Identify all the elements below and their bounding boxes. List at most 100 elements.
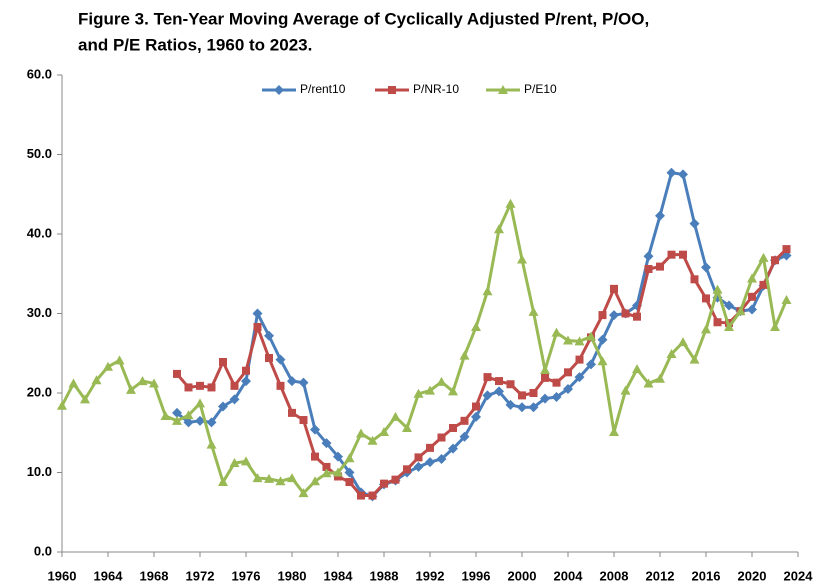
marker [436, 453, 447, 464]
marker [426, 443, 434, 452]
marker [425, 385, 435, 395]
marker [528, 306, 539, 316]
marker [689, 354, 700, 364]
legend-marker [274, 85, 284, 95]
marker [702, 294, 710, 303]
marker [265, 354, 273, 363]
marker [770, 322, 780, 332]
marker [472, 402, 480, 411]
marker [57, 400, 67, 410]
marker [390, 411, 401, 421]
marker [114, 355, 125, 365]
marker [517, 402, 527, 413]
marker [68, 378, 79, 388]
marker [621, 309, 630, 318]
marker [689, 218, 700, 229]
marker [471, 322, 481, 332]
marker [724, 322, 734, 332]
marker [701, 262, 711, 273]
marker [321, 438, 332, 449]
marker [310, 476, 320, 486]
x-tick-label: 1980 [278, 568, 307, 583]
marker [184, 383, 193, 392]
marker [402, 422, 412, 432]
marker [540, 364, 550, 374]
marker [437, 433, 446, 442]
marker [195, 398, 205, 408]
marker [413, 388, 424, 398]
y-tick-label: 40.0 [27, 225, 52, 240]
marker [678, 169, 688, 180]
marker [712, 284, 723, 294]
y-tick-label: 10.0 [27, 464, 52, 479]
marker [229, 457, 240, 467]
marker [425, 457, 435, 468]
marker [368, 491, 377, 500]
marker [173, 369, 181, 378]
x-tick-label: 2004 [554, 568, 584, 583]
marker [666, 167, 677, 178]
x-tick-label: 2000 [508, 568, 537, 583]
marker [436, 376, 447, 386]
marker [252, 308, 263, 319]
marker [517, 254, 527, 264]
marker [275, 354, 286, 365]
series-line [60, 202, 788, 495]
marker [448, 386, 458, 396]
marker [782, 245, 791, 254]
marker [264, 330, 274, 341]
y-tick-label: 60.0 [27, 66, 52, 81]
marker [655, 210, 665, 221]
marker [242, 366, 250, 375]
marker [241, 456, 251, 466]
marker [219, 357, 227, 366]
x-tick-label: 2008 [600, 568, 629, 583]
x-tick-label: 2016 [692, 568, 721, 583]
marker [494, 224, 504, 234]
legend-marker [388, 86, 396, 94]
marker [298, 377, 309, 388]
marker [643, 251, 654, 262]
marker [253, 323, 262, 332]
marker [747, 304, 757, 315]
marker [252, 473, 263, 483]
marker [310, 424, 320, 435]
marker [598, 311, 607, 320]
marker [505, 198, 516, 208]
marker [701, 324, 711, 334]
marker [183, 417, 194, 428]
marker [483, 373, 492, 382]
marker [380, 479, 388, 488]
marker [563, 335, 573, 345]
marker [414, 453, 423, 462]
marker [759, 280, 768, 289]
marker [379, 426, 389, 436]
chart-title: and P/E Ratios, 1960 to 2023. [78, 35, 312, 54]
marker [459, 350, 470, 360]
marker [678, 337, 688, 347]
chart-title: Figure 3. Ten-Year Moving Average of Cyc… [78, 9, 649, 28]
marker [80, 394, 90, 404]
marker [172, 407, 182, 418]
x-tick-label: 1996 [462, 568, 491, 583]
marker [206, 417, 217, 428]
marker [287, 376, 297, 387]
series-line [175, 248, 788, 498]
marker [482, 286, 493, 296]
marker [264, 473, 274, 483]
y-tick-label: 0.0 [34, 543, 52, 558]
marker [288, 408, 296, 417]
marker [586, 359, 596, 370]
marker [160, 411, 171, 421]
marker [597, 334, 608, 345]
marker [609, 426, 619, 436]
marker [574, 336, 585, 346]
legend-label: P/NR-10 [413, 82, 459, 96]
marker [206, 439, 217, 449]
marker [241, 376, 251, 387]
marker [724, 300, 734, 311]
marker [103, 361, 113, 371]
marker [541, 373, 549, 382]
series-line [176, 171, 788, 498]
marker [344, 467, 355, 478]
